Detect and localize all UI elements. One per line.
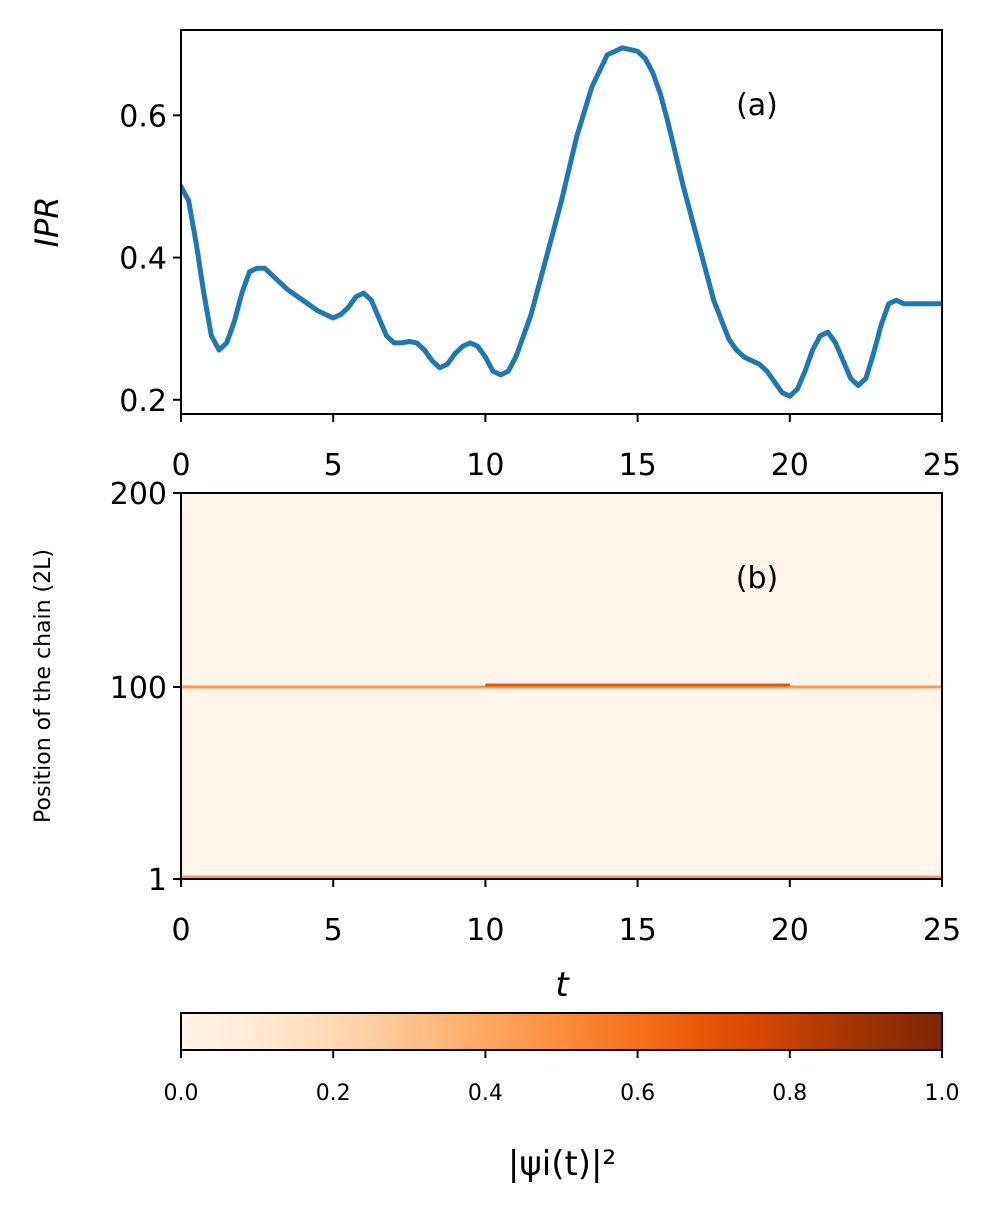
panel-b-heatmap: 0 5 10 15 20 25 1 100 200 Position of the chain… <box>31 477 961 1005</box>
heatmap-bright-row <box>181 875 942 879</box>
panel-a-x-tick-label: 25 <box>923 448 961 483</box>
colorbar-ticks: 0.0 0.2 0.4 0.6 0.8 1.0 <box>164 1050 960 1106</box>
panel-b-x-tick-label: 25 <box>923 913 961 948</box>
panel-a-label: (a) <box>736 88 778 123</box>
colorbar-tick-label: 0.4 <box>468 1081 503 1106</box>
panel-b-x-tick-label: 5 <box>324 913 343 948</box>
panel-a-x-tick-label: 0 <box>171 448 190 483</box>
heatmap-bright-row <box>181 685 942 689</box>
panel-b-x-tick-label: 0 <box>171 913 190 948</box>
panel-a-y-tick-label: 0.2 <box>119 384 167 419</box>
colorbar-tick-label: 0.2 <box>316 1081 351 1106</box>
panel-a-line-chart: 0 5 10 15 20 25 0.2 0.4 0.6 IPR (a) <box>28 29 961 483</box>
panel-a-y-axis-label: IPR <box>28 197 66 248</box>
heatmap-bright-rows <box>181 683 942 879</box>
colorbar-frame <box>180 1012 943 1051</box>
colorbar-tick-label: 0.6 <box>620 1081 655 1106</box>
panel-b-y-tick-label: 1 <box>148 863 167 898</box>
panel-a-x-tick-label: 15 <box>619 448 657 483</box>
panel-b-y-axis-label: Position of the chain (2L) <box>31 549 56 823</box>
panel-a-y-axis: 0.2 0.4 0.6 <box>119 99 181 419</box>
colorbar: 0.0 0.2 0.4 0.6 0.8 1.0 |ψi(t)|² <box>164 1012 960 1184</box>
panel-b-x-axis-label: t <box>555 965 570 1005</box>
panel-a-x-tick-label: 20 <box>771 448 809 483</box>
colorbar-gradient <box>181 1013 942 1050</box>
ipr-line-series <box>181 45 942 399</box>
panel-b-x-axis: 0 5 10 15 20 25 <box>171 879 961 948</box>
colorbar-tick-label: 1.0 <box>925 1081 960 1106</box>
panel-b-y-tick-label: 200 <box>110 477 167 512</box>
heatmap-bright-row <box>485 683 790 687</box>
panel-a-x-tick-label: 10 <box>466 448 504 483</box>
panel-b-y-axis: 1 100 200 <box>110 477 181 898</box>
panel-a-frame <box>180 29 943 415</box>
panel-a-x-tick-label: 5 <box>324 448 343 483</box>
panel-a-x-axis: 0 5 10 15 20 25 <box>171 414 961 483</box>
panel-b-x-tick-label: 15 <box>619 913 657 948</box>
panel-a-plot-area <box>181 30 942 414</box>
colorbar-tick-label: 0.0 <box>164 1081 199 1106</box>
colorbar-label: |ψi(t)|² <box>508 1144 616 1184</box>
panel-b-y-tick-label: 100 <box>110 671 167 706</box>
panel-a-y-tick-label: 0.4 <box>119 242 167 277</box>
panel-b-x-tick-label: 20 <box>771 913 809 948</box>
panel-a-y-tick-label: 0.6 <box>119 99 167 134</box>
colorbar-tick-label: 0.8 <box>772 1081 807 1106</box>
panel-b-x-tick-label: 10 <box>466 913 504 948</box>
panel-b-label: (b) <box>736 561 778 596</box>
